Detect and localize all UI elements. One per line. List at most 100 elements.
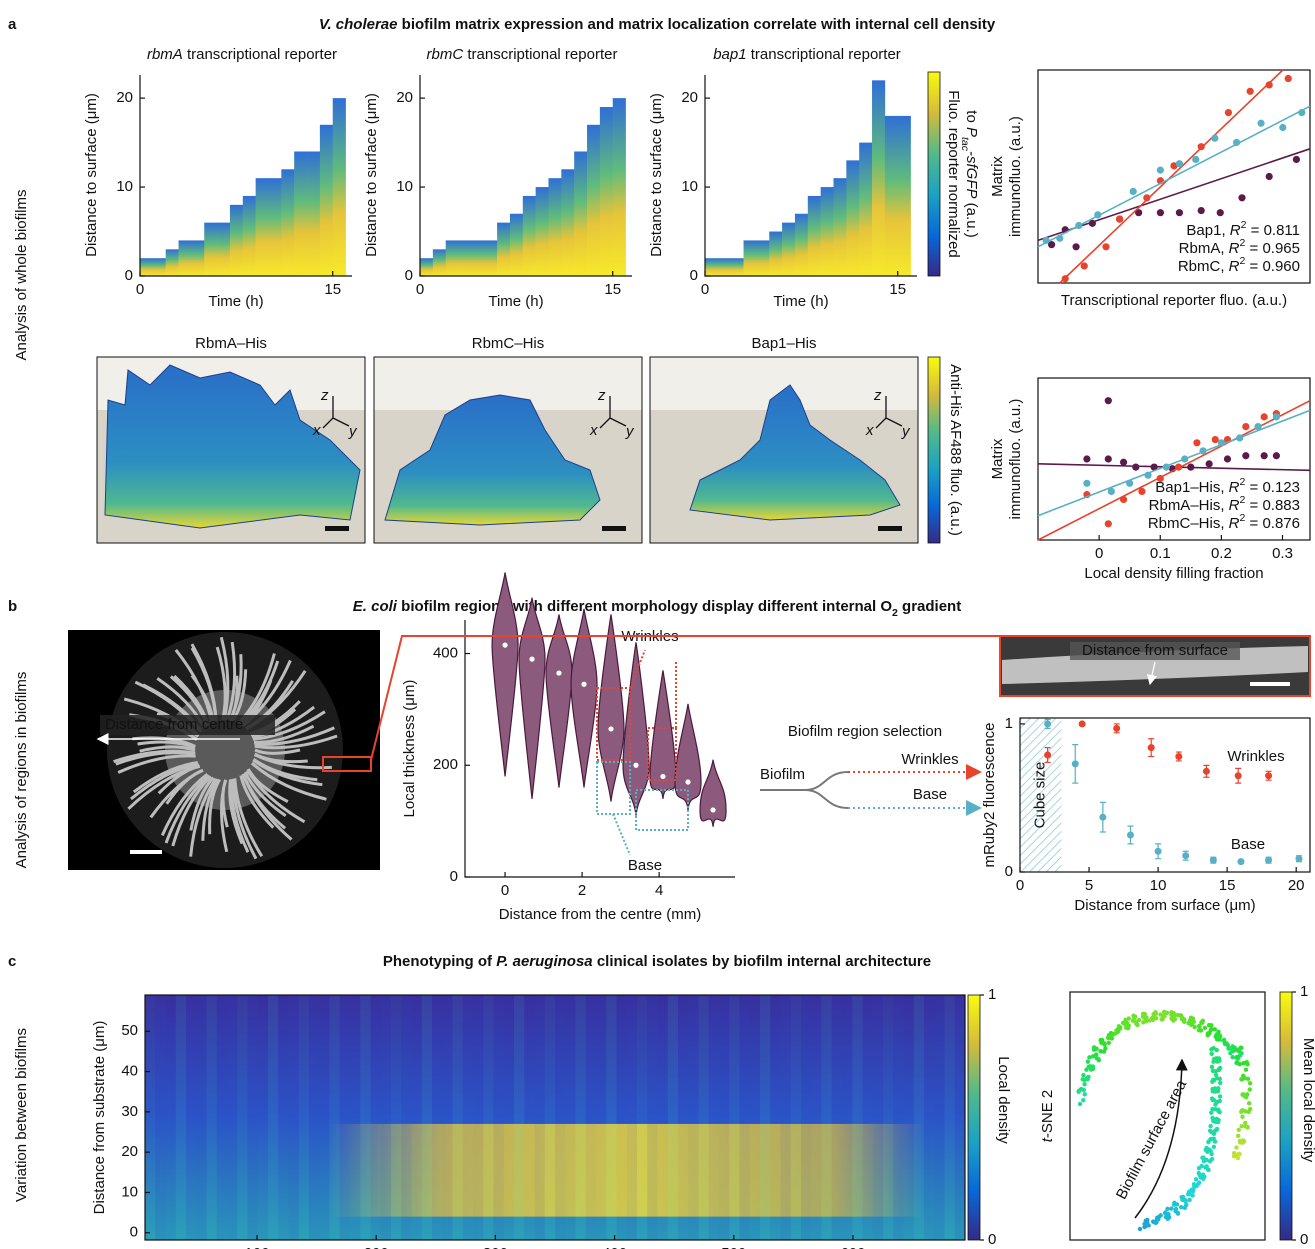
legend-entry: Bap1–His, R2 = 0.123 [1155, 476, 1300, 496]
heatmap-texture [667, 995, 678, 1240]
y-tick-label: 200 [433, 756, 458, 773]
point [1216, 209, 1224, 217]
fit-line [1059, 69, 1284, 284]
colony-wrinkle [190, 643, 218, 722]
point [1182, 852, 1190, 860]
embedding-dot [1245, 1076, 1251, 1082]
axis-glyph: x [865, 422, 874, 439]
render-title: RbmC–His [472, 335, 545, 352]
heatmap-texture [227, 995, 238, 1240]
column [872, 80, 886, 277]
embedding-dot [1080, 1077, 1085, 1082]
column [535, 187, 549, 276]
embedding-dot [1187, 1197, 1192, 1203]
column [561, 169, 575, 276]
point [1143, 194, 1151, 202]
heatmap-texture [616, 995, 627, 1240]
x-axis-label: Local density filling fraction [1084, 565, 1263, 582]
embedding-dot [1247, 1087, 1252, 1092]
scale-bar [1250, 682, 1290, 686]
point [1175, 160, 1184, 168]
scale-bar [878, 526, 902, 531]
embedding-dot [1210, 1068, 1216, 1074]
legend-entry: Wrinkles [1227, 748, 1284, 765]
point [1187, 463, 1195, 471]
heatmap-texture [575, 995, 586, 1240]
heatmap-texture [370, 995, 381, 1240]
embedding-dot [1116, 1024, 1122, 1029]
render-title: Bap1–His [751, 335, 816, 352]
embedding-dot [1140, 1014, 1146, 1019]
heatmap-texture [206, 995, 217, 1240]
point [1156, 209, 1164, 217]
embedding-dot [1239, 1109, 1244, 1114]
embedding-dot [1206, 1139, 1211, 1145]
point [1042, 236, 1050, 244]
panel-title: E. coli biofilm regions with different m… [353, 598, 961, 619]
heatmap-texture [688, 995, 699, 1240]
row-label: Variation between biofilms [13, 1028, 30, 1202]
axis-glyph: x [312, 422, 321, 439]
heatmap-texture [606, 995, 617, 1240]
colorbar-label-part: Fluo. reporter normalized [945, 90, 962, 258]
column [587, 124, 601, 276]
point [1170, 162, 1178, 170]
image-label: Distance from centre [105, 716, 243, 733]
x-tick-label: 15 [604, 281, 621, 298]
point [1104, 455, 1112, 463]
embedding-dot [1190, 1187, 1196, 1193]
panel-subtitle-part: bap1 [713, 46, 746, 63]
legend-entry-part: 2 [1240, 512, 1246, 524]
point [1265, 81, 1273, 89]
x-axis-label: Time (h) [773, 293, 828, 310]
legend-entry-part: 2 [1240, 494, 1246, 506]
render-frame [373, 356, 643, 544]
point [1119, 495, 1128, 504]
axis-glyph: y [901, 423, 911, 440]
fit-line [1037, 148, 1311, 242]
x-tick-label: 0.2 [1211, 545, 1232, 562]
point [1088, 219, 1096, 227]
colony-wrinkle [239, 775, 275, 829]
colony-wrinkle [208, 778, 221, 835]
x-tick-label: 400 [602, 1245, 627, 1249]
point [1238, 194, 1246, 202]
embedding-dot [1204, 1157, 1209, 1163]
column [420, 258, 434, 276]
embedding-dot [1243, 1095, 1249, 1100]
point [1298, 109, 1306, 117]
heatmap-texture [247, 995, 258, 1240]
embedding-dot [1240, 1114, 1245, 1119]
legend-entry: Base [1231, 836, 1265, 853]
axis-glyph: z [873, 387, 882, 404]
column [281, 169, 295, 276]
heatmap-texture [883, 995, 894, 1240]
legend-entry-part: R [1229, 479, 1240, 496]
colorbar-tick-label: 0 [1300, 1231, 1308, 1248]
point [1175, 209, 1184, 217]
heatmap-texture [831, 995, 842, 1240]
colony-wrinkle [164, 774, 210, 844]
legend-entry-part: 2 [1240, 476, 1246, 488]
colony-wrinkle [250, 762, 325, 801]
heatmap-texture [524, 995, 535, 1240]
column [884, 115, 899, 277]
legend-entry-part: R [1229, 258, 1240, 275]
x-tick-label: 200 [364, 1245, 389, 1249]
y-tick-label: 0 [130, 1224, 138, 1241]
colorbar-label: Local density [995, 1056, 1012, 1144]
embedding-dot [1245, 1062, 1250, 1067]
embedding-dot [1126, 1016, 1131, 1021]
embedding-dot [1122, 1021, 1127, 1027]
legend-entry-part: = 0.883 [1245, 497, 1300, 514]
embedding-dot [1243, 1120, 1248, 1126]
embedding-dot [1169, 1206, 1174, 1211]
heatmap-texture [514, 995, 525, 1240]
zoom-box [322, 756, 372, 772]
heatmap-texture [360, 995, 371, 1240]
column [897, 115, 911, 277]
axis-glyph: y [625, 423, 635, 440]
x-axis-label: Transcriptional reporter fluo. (a.u.) [1061, 292, 1287, 309]
legend-entry-part: RbmA–His, [1149, 497, 1229, 514]
colony-wrinkle [171, 775, 212, 847]
